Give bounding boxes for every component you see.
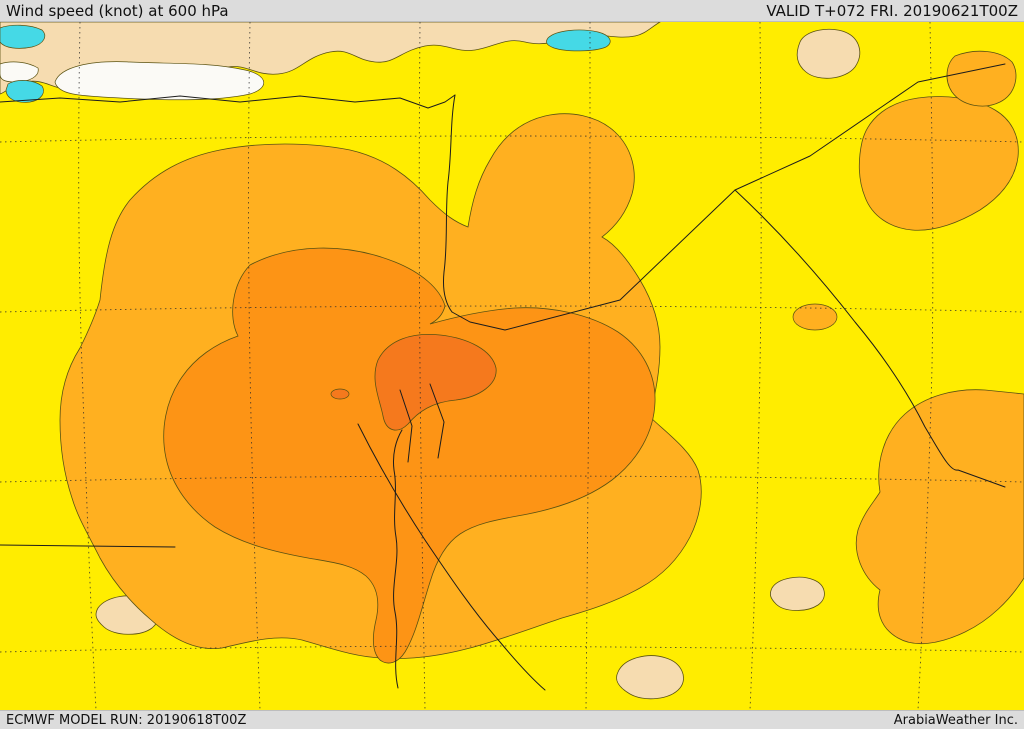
coastline-north-africa xyxy=(0,94,456,109)
graticule-meridian xyxy=(248,22,261,710)
graticule-parallel xyxy=(0,135,1024,143)
border-jordan-iraq-saudi xyxy=(451,63,1006,331)
graticule-grid xyxy=(0,22,1024,710)
border-iraq-iran xyxy=(734,189,1006,488)
coastline-gulf-of-aqaba xyxy=(429,383,445,459)
graticule-meridian xyxy=(917,22,934,710)
map-title: Wind speed (knot) at 600 hPa xyxy=(6,1,229,20)
footer-bar: ECMWF MODEL RUN: 20190618T00Z ArabiaWeat… xyxy=(0,710,1024,729)
river-nile xyxy=(393,429,403,689)
graticule-parallel xyxy=(0,645,1024,653)
sea-white-west-edge xyxy=(0,61,39,83)
map-canvas xyxy=(0,22,1024,710)
wind-speed-map xyxy=(0,22,1024,710)
wind-band-orange-core-spot xyxy=(330,388,350,400)
graticule-meridian xyxy=(78,22,97,710)
water-cyan-northwest-1 xyxy=(0,24,46,49)
graticule-meridian xyxy=(749,22,762,710)
sea-white-mediterranean xyxy=(54,61,264,101)
header-bar: Wind speed (knot) at 600 hPa VALID T+072… xyxy=(0,0,1024,22)
model-run-label: ECMWF MODEL RUN: 20190618T00Z xyxy=(6,712,247,728)
wind-band-orange-northeast xyxy=(858,96,1019,231)
coastline-gulf-of-suez xyxy=(399,389,413,463)
graticule-parallel xyxy=(0,475,1024,483)
wind-band-orange-top-right-corner xyxy=(946,50,1017,107)
water-cyan-northwest-2 xyxy=(5,80,44,103)
wind-band-cream-south-2 xyxy=(769,576,825,611)
graticule-meridian xyxy=(585,22,591,710)
valid-time-label: VALID T+072 FRI. 20190621T00Z xyxy=(766,1,1018,20)
wind-band-orange-east-strip xyxy=(855,389,1024,644)
graticule-parallel xyxy=(0,305,1024,313)
wind-band-cream-south-1 xyxy=(616,655,684,700)
water-cyan-north-center xyxy=(546,29,611,52)
wind-band-cream-northeast xyxy=(796,28,861,79)
graticule-meridian xyxy=(418,22,426,710)
wind-band-orange-inner xyxy=(163,247,656,664)
wind-band-orange-spot xyxy=(792,303,838,331)
coastline-red-sea xyxy=(357,423,546,691)
coastline-levant xyxy=(443,94,456,313)
border-egypt-sudan xyxy=(0,544,176,548)
brand-label: ArabiaWeather Inc. xyxy=(893,712,1018,728)
